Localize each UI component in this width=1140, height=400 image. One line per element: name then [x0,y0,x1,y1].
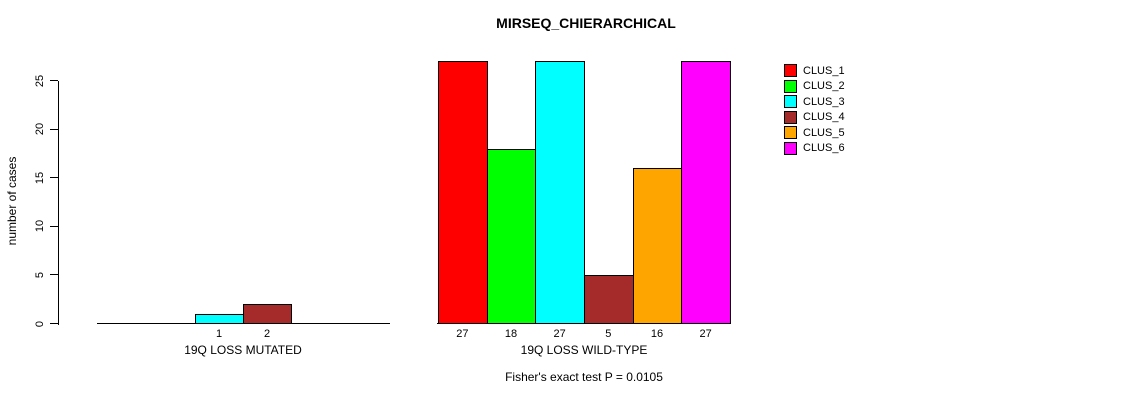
legend-item-clus_2: CLUS_2 [784,79,845,95]
y-tick-label: 0 [34,320,46,327]
bar-clus_3 [535,61,585,325]
bar-clus_4 [584,274,634,325]
y-tick-mark [50,274,58,276]
legend-swatch-clus_5 [784,126,797,140]
legend-label: CLUS_5 [803,126,845,139]
bar-clus_5 [632,167,683,325]
bar-clus_2 [486,148,537,325]
y-tick-mark [50,225,58,227]
bar-value-label: 27 [553,328,566,340]
y-tick-mark [50,177,58,179]
y-tick-label: 5 [34,271,46,278]
legend-swatch-clus_4 [784,110,797,124]
legend: CLUS_1 CLUS_2 CLUS_3 CLUS_4 CLUS_5 CLUS_6 [784,63,845,156]
legend-item-clus_5: CLUS_5 [784,125,845,141]
chart-title: MIRSEQ_CHIERARCHICAL [496,15,676,31]
legend-swatch-clus_2 [784,79,797,93]
legend-label: CLUS_2 [803,80,845,93]
y-tick-mark [50,80,58,81]
bar-value-label: 27 [456,328,469,340]
bar-value-label: 16 [650,328,664,340]
y-tick-label: 20 [34,122,46,136]
y-tick-label: 10 [34,220,46,233]
legend-label: CLUS_4 [803,111,845,124]
legend-swatch-clus_1 [784,64,797,78]
legend-swatch-clus_3 [784,95,797,109]
bar-clus_3 [195,313,244,325]
bar-value-label: 18 [504,328,518,340]
y-tick-mark [50,128,58,130]
legend-item-clus_4: CLUS_4 [784,110,845,126]
bar-value-label: 5 [605,328,612,340]
legend-label: CLUS_3 [803,95,845,108]
bar-value-label: 1 [215,328,223,340]
group-label-wildtype: 19Q LOSS WILD-TYPE [520,343,648,357]
group-label-mutated: 19Q LOSS MUTATED [184,343,302,357]
legend-item-clus_1: CLUS_1 [784,63,845,79]
y-axis-line [58,80,59,325]
bar-clus_6 [681,61,731,325]
bar-clus_1 [438,61,488,325]
bar-value-label: 27 [699,328,712,340]
legend-item-clus_6: CLUS_6 [784,141,845,157]
legend-label: CLUS_6 [803,142,845,155]
y-tick-label: 15 [34,171,46,184]
bar-clus_4 [243,304,292,325]
y-tick-label: 25 [34,74,46,87]
y-tick-mark [50,323,58,324]
legend-swatch-clus_6 [784,141,797,155]
bar-value-label: 2 [263,328,271,340]
fisher-test-annotation: Fisher's exact test P = 0.0105 [505,370,663,384]
y-axis-label: number of cases [5,156,19,246]
legend-label: CLUS_1 [803,64,845,77]
legend-item-clus_3: CLUS_3 [784,94,845,110]
